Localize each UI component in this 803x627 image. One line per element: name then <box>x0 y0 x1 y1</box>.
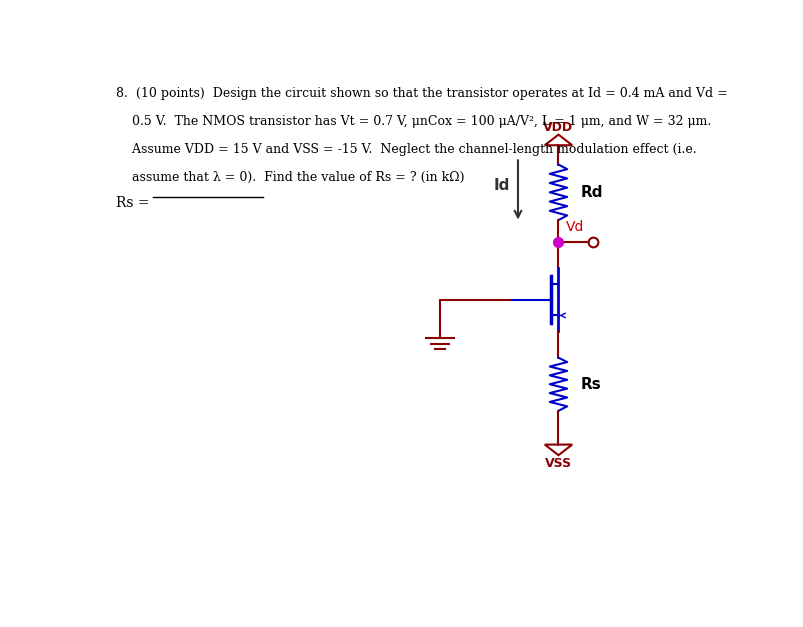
Text: Rd: Rd <box>580 185 602 200</box>
Text: VDD: VDD <box>543 120 573 134</box>
Text: 0.5 V.  The NMOS transistor has Vt = 0.7 V, μnCox = 100 μA/V², L = 1 μm, and W =: 0.5 V. The NMOS transistor has Vt = 0.7 … <box>116 115 711 129</box>
Text: Rs =: Rs = <box>116 196 153 210</box>
Text: Rs: Rs <box>580 377 601 392</box>
Text: VSS: VSS <box>544 457 571 470</box>
Text: assume that λ = 0).  Find the value of Rs = ? (in kΩ): assume that λ = 0). Find the value of Rs… <box>116 171 464 184</box>
Text: Assume VDD = 15 V and VSS = -15 V.  Neglect the channel-length modulation effect: Assume VDD = 15 V and VSS = -15 V. Negle… <box>116 144 696 156</box>
Text: 8.  (10 points)  Design the circuit shown so that the transistor operates at Id : 8. (10 points) Design the circuit shown … <box>116 87 727 100</box>
Text: Id: Id <box>494 177 510 192</box>
Text: Vd: Vd <box>565 220 584 234</box>
